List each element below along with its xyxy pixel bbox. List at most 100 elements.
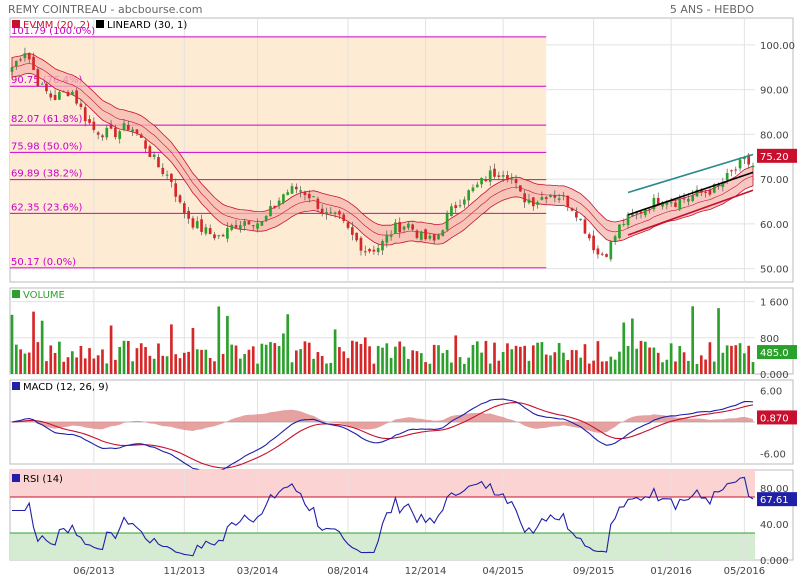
volume-bar [493, 342, 496, 374]
volume-bar [475, 341, 479, 374]
candle [187, 210, 190, 219]
volume-bar [286, 314, 290, 374]
candle [191, 218, 195, 228]
candle [260, 221, 264, 226]
volume-bar [695, 363, 699, 374]
volume-tick-label: 800 [760, 334, 779, 345]
evmm-line [11, 63, 754, 236]
volume-bar [101, 349, 104, 374]
volume-bar [592, 360, 595, 374]
candle [303, 192, 307, 196]
candle [575, 212, 578, 218]
macd-histogram [12, 409, 753, 433]
candle [10, 67, 14, 72]
candle [484, 179, 488, 182]
candle [247, 221, 251, 225]
candle [695, 189, 699, 197]
volume-bar [10, 314, 14, 374]
volume-bar [712, 361, 716, 374]
volume-bar [333, 329, 337, 374]
macd-tick-label: -6.00 [760, 450, 786, 461]
candle [687, 198, 690, 202]
volume-bar [40, 320, 44, 374]
rsi-tick-label: 0.000 [760, 556, 789, 567]
legend-swatch-volume [12, 290, 20, 298]
volume-bar [415, 351, 419, 374]
candle [381, 241, 384, 251]
candle [699, 190, 703, 193]
volume-bar [622, 322, 626, 374]
x-tick-label: 09/2015 [573, 566, 615, 577]
volume-bar [631, 318, 634, 374]
volume-bar [531, 345, 535, 374]
volume-bar [648, 347, 651, 374]
candle [661, 202, 664, 207]
volume-bar [359, 344, 363, 374]
candle [243, 221, 246, 226]
candle [493, 168, 496, 177]
volume-bar [131, 361, 134, 374]
candle [488, 170, 492, 182]
candle [251, 225, 255, 227]
candle [372, 249, 376, 252]
candle [583, 219, 587, 234]
volume-bar [678, 345, 682, 374]
legend-swatch-lineard [96, 20, 104, 28]
candle [92, 121, 96, 131]
candle [312, 196, 315, 198]
candle [329, 212, 333, 214]
candle [704, 191, 707, 193]
volume-bar [226, 315, 229, 374]
price-tick-label: 80.00 [760, 130, 789, 141]
volume-bar [557, 343, 561, 374]
candle [105, 127, 109, 138]
volume-bar [32, 311, 35, 374]
x-tick-label: 05/2016 [724, 566, 766, 577]
volume-bar [389, 357, 393, 374]
candle [325, 212, 328, 215]
volume-bar [691, 306, 695, 374]
macd-signal-line [11, 402, 754, 469]
macd-value-box [757, 410, 797, 425]
candle [135, 129, 139, 134]
candle [648, 209, 651, 211]
volume-bar [299, 349, 302, 374]
volume-bar [368, 346, 371, 374]
volume-bar [19, 349, 22, 374]
volume-bar [751, 362, 755, 374]
candle [626, 214, 630, 226]
candle [730, 170, 733, 172]
candle [480, 177, 483, 185]
volume-bar [338, 347, 341, 374]
candle [230, 225, 234, 230]
candle [342, 214, 346, 221]
volume-bar [544, 354, 548, 374]
candle [290, 186, 294, 194]
volume-bar [514, 345, 518, 374]
candle [609, 241, 613, 260]
volume-bar [626, 346, 630, 374]
candle [40, 83, 44, 85]
legend-lineard: LINEARD (30, 1) [107, 20, 187, 31]
volume-bar [743, 353, 746, 374]
volume-bar [174, 354, 178, 374]
fib-label: 75.98 (50.0%) [11, 141, 82, 152]
candle [70, 92, 74, 95]
volume-bar [402, 346, 406, 374]
candle [45, 83, 48, 92]
candle [747, 154, 751, 165]
volume-bar [161, 355, 165, 374]
fib-label: 62.35 (23.6%) [11, 202, 82, 213]
candle [295, 186, 298, 190]
candle [217, 235, 221, 237]
candle [450, 206, 453, 216]
candle [269, 206, 272, 217]
candle [643, 209, 647, 216]
volume-bar [178, 358, 182, 374]
volume-bar [329, 362, 333, 374]
volume-bar [721, 352, 725, 374]
volume-bar [316, 352, 320, 374]
volume-bar [114, 359, 117, 374]
candle [708, 190, 712, 195]
